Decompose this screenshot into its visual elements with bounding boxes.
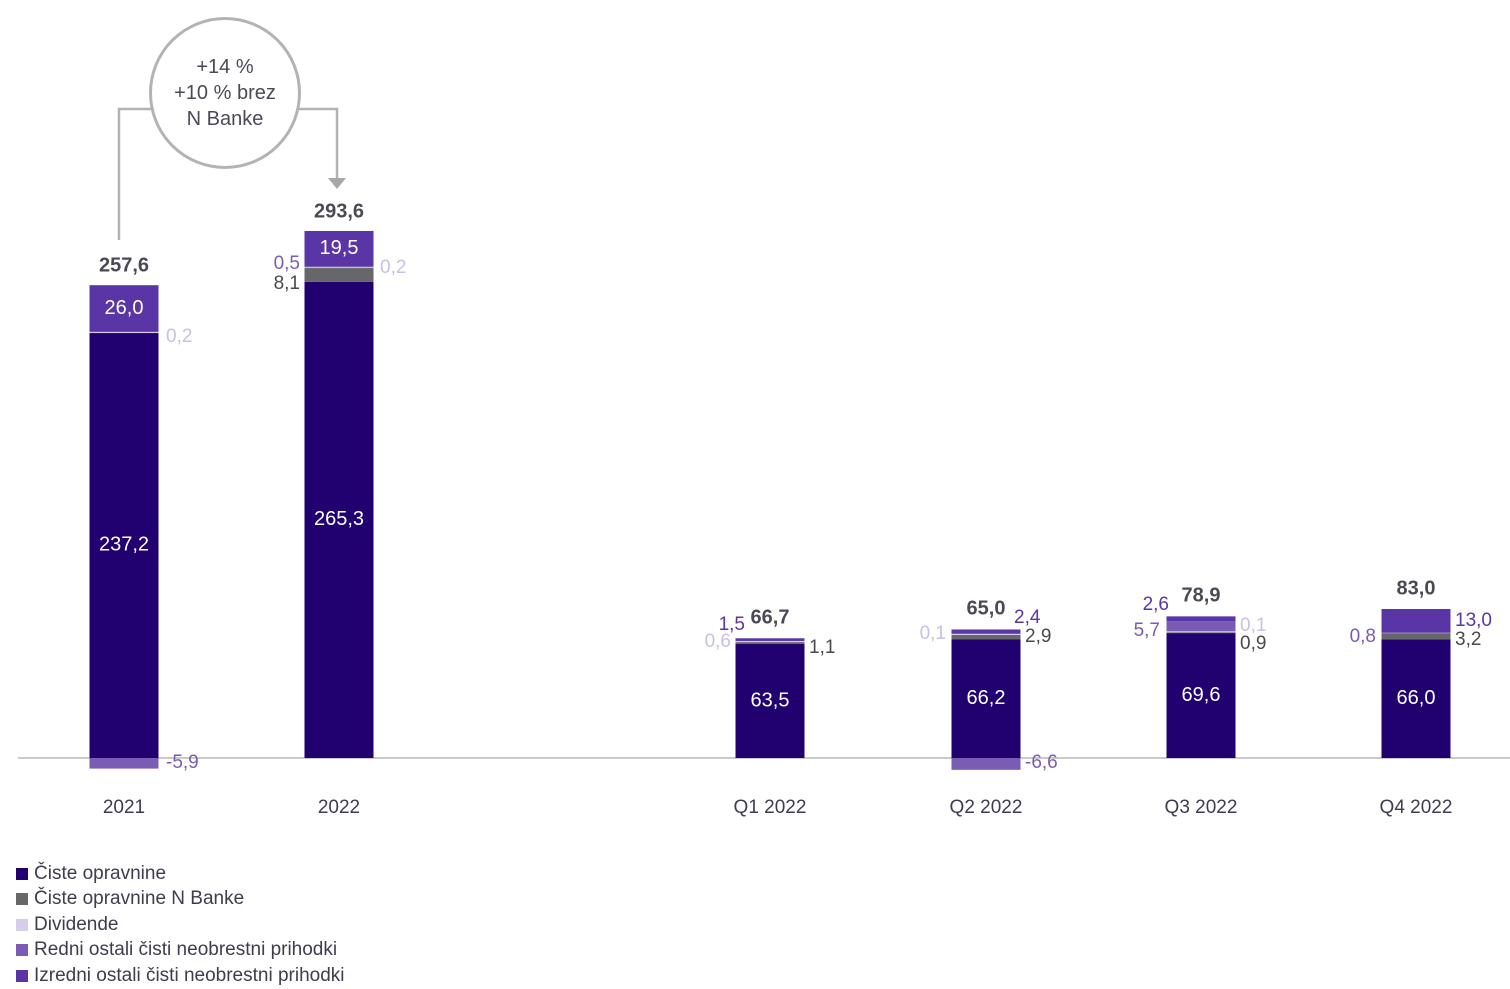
total-label: 83,0 <box>1397 577 1436 599</box>
legend-label: Čiste opravnine N Banke <box>34 888 245 910</box>
legend-label: Redni ostali čisti neobrestni prihodki <box>34 939 338 961</box>
total-label: 65,0 <box>967 597 1006 619</box>
bar-segment-5 <box>735 638 805 641</box>
bar-segment-3 <box>1166 631 1236 633</box>
data-label-side: 13,0 <box>1455 610 1492 631</box>
x-tick-label: Q3 2022 <box>1165 797 1238 818</box>
data-label-side: 3,2 <box>1455 629 1481 650</box>
total-label: 66,7 <box>751 606 790 628</box>
bar-segment-4 <box>1166 621 1236 632</box>
bar-segment-5 <box>951 629 1021 634</box>
bar-segment-negative <box>89 758 159 769</box>
data-label-side: 0,2 <box>166 326 192 347</box>
bar-segment-3 <box>951 633 1021 635</box>
legend-item-redni-ostali: Redni ostali čisti neobrestni prihodki <box>16 938 345 964</box>
data-label-side: 2,9 <box>1025 626 1051 647</box>
bar-segment-1 <box>89 332 159 758</box>
legend-label: Čiste opravnine <box>34 862 167 884</box>
legend-item-izredni-ostali: Izredni ostali čisti neobrestni prihodki <box>16 963 345 989</box>
legend-swatch <box>16 893 28 906</box>
data-label-side: 0,1 <box>1240 615 1266 636</box>
bar-segment-5 <box>304 230 374 266</box>
legend-item-dividende: Dividende <box>16 912 345 938</box>
callout-connector-left <box>117 107 151 240</box>
data-label-side: 0,1 <box>920 623 946 644</box>
bar-segment-negative <box>951 758 1021 770</box>
legend-swatch <box>16 944 28 957</box>
data-label: 66,2 <box>967 687 1006 709</box>
bar-segment-2 <box>1381 633 1451 640</box>
bar-segment-2 <box>304 267 374 282</box>
data-label: 237,2 <box>99 533 149 555</box>
data-label-side: -6,6 <box>1025 752 1058 773</box>
data-label: 26,0 <box>105 297 144 319</box>
legend-swatch <box>16 969 28 982</box>
callout-line-3: N Banke <box>186 108 264 130</box>
bar-segment-3 <box>735 640 805 643</box>
stacked-bar-chart: 237,2 26,0 0,2 -5,9 257,6 2021 265,3 19,5 8,1 0,2… <box>18 107 1510 818</box>
data-label: 265,3 <box>314 508 364 530</box>
callout-line-1: +14 % <box>196 56 254 78</box>
data-label-side: 1,1 <box>809 637 835 658</box>
bar-segment-4 <box>304 265 374 268</box>
total-label: 78,9 <box>1182 584 1221 606</box>
bar-segment-1 <box>304 281 374 758</box>
bar-segment-1 <box>735 644 805 758</box>
data-label: 69,6 <box>1182 684 1221 706</box>
data-label: 19,5 <box>320 237 359 259</box>
bar-segment-1 <box>1166 633 1236 758</box>
legend-swatch <box>16 918 28 931</box>
callout-arrow-head <box>328 178 346 189</box>
growth-callout: +14 % +10 % brez N Banke <box>149 17 301 169</box>
data-label-side: 2,4 <box>1014 607 1041 628</box>
data-label-side: 0,8 <box>1350 626 1376 647</box>
x-tick-label: Q2 2022 <box>950 797 1023 818</box>
x-tick-label: Q1 2022 <box>734 797 807 818</box>
data-label-side: 0,2 <box>380 257 406 278</box>
bar-segment-5 <box>1381 609 1451 633</box>
bar-segment-3 <box>89 331 159 334</box>
total-label: 293,6 <box>314 200 364 222</box>
data-label-side: 5,7 <box>1134 620 1160 641</box>
x-tick-label: 2021 <box>103 797 145 818</box>
data-label-side: 2,6 <box>1143 594 1169 615</box>
data-label-side: 0,6 <box>705 631 731 652</box>
legend-item-ciste-opravnine: Čiste opravnine <box>16 861 345 887</box>
callout-connector-right <box>299 107 339 178</box>
data-label-side: 8,1 <box>274 273 300 294</box>
data-label: 66,0 <box>1397 687 1436 709</box>
data-label: 63,5 <box>751 689 790 711</box>
legend-label: Dividende <box>34 913 119 935</box>
bar-segment-4 <box>1381 632 1451 634</box>
callout-line-2: +10 % brez <box>174 82 276 104</box>
bar-segment-1 <box>951 639 1021 758</box>
data-label-side: 1,5 <box>719 614 745 635</box>
legend-swatch <box>16 867 28 880</box>
bar-segment-2 <box>735 642 805 645</box>
x-tick-label: 2022 <box>318 797 360 818</box>
bar-segment-2 <box>951 633 1021 640</box>
bar-segment-3 <box>304 266 374 269</box>
bar-segment-5 <box>1166 616 1236 622</box>
x-tick-label: Q4 2022 <box>1380 797 1453 818</box>
legend: Čiste opravnine Čiste opravnine N Banke … <box>16 861 345 989</box>
data-label-side: 0,5 <box>274 253 300 274</box>
legend-item-ciste-opravnine-n-banke: Čiste opravnine N Banke <box>16 887 345 913</box>
legend-label: Izredni ostali čisti neobrestni prihodki <box>34 964 345 986</box>
bar-segment-1 <box>1381 639 1451 758</box>
data-label-side: -5,9 <box>166 752 199 773</box>
bar-segment-5 <box>89 285 159 332</box>
data-label-side: 0,9 <box>1240 633 1266 654</box>
total-label: 257,6 <box>99 254 149 276</box>
